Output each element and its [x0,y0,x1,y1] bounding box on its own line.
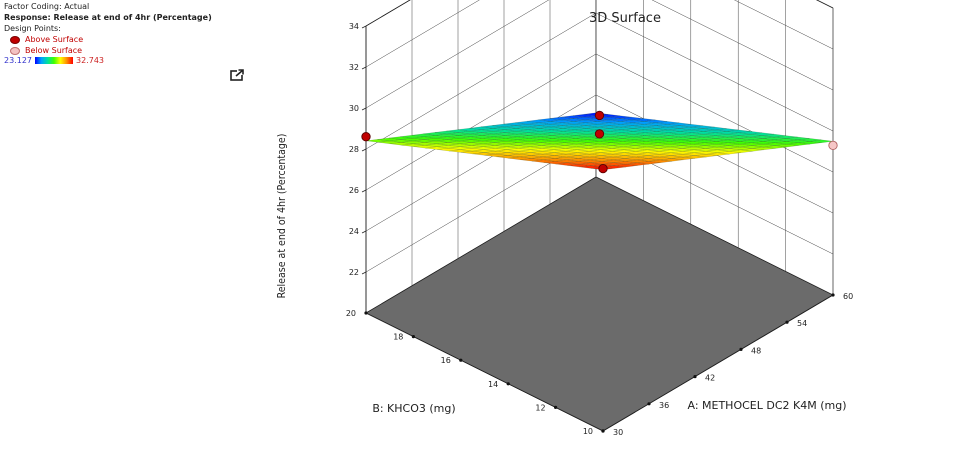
y-tick-mark [459,358,463,362]
x-tick-label: 30 [613,428,623,437]
z-axis-label: Release at end of 4hr (Percentage) [275,134,288,299]
chart-info-panel: Factor Coding: Actual Response: Release … [4,1,212,66]
design-points [361,110,838,174]
wall-gridline [365,0,834,68]
above-surface-label: Above Surface [25,35,84,44]
color-scale-legend: 23.127 32.743 [4,55,212,66]
x-tick-mark [831,293,835,297]
x-tick-label: 54 [797,319,807,328]
x-tick-label: 36 [659,401,669,410]
factor-coding-label: Factor Coding: Actual [4,2,90,11]
x-tick-label: 42 [705,374,715,383]
y-axis-line [365,312,604,432]
chart-axes: 22 24 26 28 30 32 34 30 36 42 48 54 60 10 12 14 16 18 20 [346,22,853,437]
x-tick-mark [785,320,789,324]
y-tick-mark [506,382,510,386]
legend-below-surface: Below Surface [4,45,212,56]
expand-icon[interactable] [230,69,244,81]
y-tick-mark [601,429,605,433]
color-scale-min: 23.127 [4,56,32,65]
design-point-above [598,163,608,174]
design-point-above [361,132,371,142]
wall-gridline [365,0,834,109]
color-scale-bar [35,57,73,64]
z-tick-label: 34 [349,22,359,31]
y-tick-mark [364,311,368,315]
y-tick-label: 20 [346,309,356,318]
above-surface-marker-icon [10,35,20,44]
legend-above-surface: Above Surface [4,34,212,45]
x-tick-mark [647,402,651,406]
response-label: Response: Release at end of 4hr (Percent… [4,13,212,22]
z-tick-mark [361,148,367,152]
design-points-label: Design Points: [4,24,61,33]
z-tick-mark [361,66,367,70]
x-axis-line [602,294,834,432]
x-tick-label: 60 [843,292,853,301]
y-tick-label: 10 [583,427,593,436]
y-axis-label: B: KHCO3 (mg) [372,402,455,415]
z-tick-label: 32 [349,63,359,72]
z-tick-mark [361,189,367,193]
z-tick-label: 24 [349,227,359,236]
z-tick-label: 26 [349,186,359,195]
color-scale-max: 32.743 [76,56,104,65]
z-tick-label: 28 [349,145,359,154]
y-tick-label: 12 [535,403,545,412]
z-tick-label: 22 [349,268,359,277]
design-point-above [594,110,605,121]
y-tick-label: 14 [488,380,498,389]
below-surface-marker-icon [10,46,20,55]
y-tick-mark [411,335,415,339]
design-point-below [828,140,838,151]
z-tick-mark [361,25,367,29]
z-tick-mark [361,230,367,234]
x-tick-mark [739,347,743,351]
x-axis-label: A: METHOCEL DC2 K4M (mg) [687,399,846,412]
y-tick-mark [554,405,558,409]
x-tick-label: 48 [751,346,761,355]
y-tick-label: 16 [441,356,451,365]
design-point-above [594,129,605,139]
chart-title: 3D Surface [589,11,661,26]
x-tick-mark [693,375,697,379]
below-surface-label: Below Surface [25,46,83,55]
y-tick-label: 18 [393,333,403,342]
response-surface [365,112,834,170]
z-tick-mark [361,107,367,111]
z-tick-label: 30 [349,104,359,113]
z-tick-mark [361,271,367,275]
